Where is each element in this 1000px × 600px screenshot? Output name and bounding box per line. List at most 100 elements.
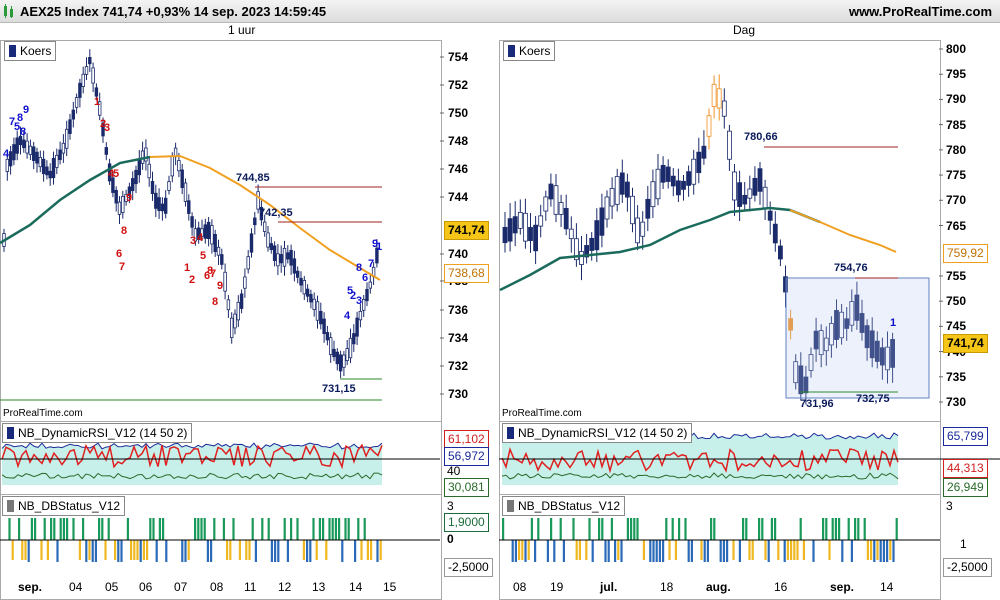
price-tick: 745 [946,319,967,334]
status-bar [357,518,360,540]
candle-body [548,183,554,200]
candle-body [533,224,538,252]
candle-body [854,294,860,321]
x-tick-label: aug. [706,580,731,594]
candle-body [358,311,363,321]
buy-count-label: 4 [344,310,351,322]
x-tick-label: 16 [774,580,788,594]
status-bar [870,540,873,560]
status-bar [344,518,347,540]
status-bar [21,540,24,560]
candle-body [874,340,880,362]
status-bar [91,540,94,562]
candle-body [206,221,211,239]
title-bar: AEX25 Index 741,74 +0,93% 14 sep. 2023 1… [0,0,1000,23]
status-bar [88,540,91,560]
price-tick: 752 [448,78,469,92]
status-bar [895,518,898,540]
candle-body [701,145,707,159]
price-tick: 732 [448,359,469,373]
status-bar [331,518,334,540]
candle-body [322,318,326,335]
buy-count-label: 8 [17,112,24,124]
right-rsi-value-2: 44,313 [943,459,988,478]
status-bar [194,518,197,540]
candle-body [180,169,184,189]
status-bar [550,518,553,540]
buy-count-label: 5 [347,285,354,297]
candle-body [635,217,640,244]
status-bar [59,518,62,540]
buy-count-label: 7 [9,116,16,128]
status-bar [72,518,75,540]
status-bar [322,518,325,540]
status-bar [738,540,741,562]
status-bar [66,518,69,540]
candle-body [107,163,112,182]
candle-body [150,181,155,194]
candle-body [844,318,850,329]
x-tick-label: 08 [210,580,224,594]
candle-body [22,139,26,149]
status-bar [534,540,537,562]
x-tick-label: sep. [830,580,855,594]
left-status-legend[interactable]: NB_DBStatus_V12 [2,496,126,516]
legend-swatch-icon [9,45,16,57]
status-bar [620,540,623,562]
status-bar [296,518,299,540]
status-bar [114,540,117,560]
candle-body [818,330,824,356]
legend-swatch-icon [7,427,14,439]
candle-body [599,207,605,236]
status-bar [751,540,754,560]
candle-body [213,233,217,253]
moving-average-line [0,155,151,245]
buy-count-label: 8 [20,126,27,138]
candle-body [299,277,303,286]
sell-count-label: 3 [190,235,197,247]
candle-body [84,66,89,75]
candle-body [262,221,267,232]
status-bar [521,540,524,560]
legend-swatch-icon [507,500,514,512]
candle-body [319,310,323,325]
status-bar [309,540,312,562]
right-rsi-legend[interactable]: NB_DynamicRSI_V12 (14 50 2) [502,423,693,443]
candle-body [256,191,260,210]
left-rsi-mid-tick: 40 [447,464,461,478]
candle-body [289,249,293,266]
status-bar [607,540,610,562]
status-bar [671,518,674,540]
candle-body [752,177,758,196]
left-price-legend[interactable]: Koers [4,41,57,61]
price-tick: 800 [946,42,967,56]
brand-link[interactable]: www.ProRealTime.com [848,4,992,19]
right-price-legend[interactable]: Koers [503,41,556,61]
status-bar [722,540,725,562]
status-bar [325,540,328,560]
range-box [785,277,930,399]
moving-average-line [789,209,897,253]
buy-count-label: 9 [372,238,379,250]
sell-count-label: 4 [108,168,115,180]
candle-body [721,100,727,117]
status-bar [290,518,293,540]
buy-count-label: 3 [356,295,363,307]
candle-body [61,142,66,154]
sell-count-label: 3 [104,122,111,134]
status-bar [24,540,27,560]
status-bar [882,540,885,562]
candle-body [558,202,564,215]
candle-body [767,210,773,221]
status-bar [838,518,841,540]
right-last-price-box: 741,74 [943,334,988,353]
status-bar [658,540,661,562]
status-bar [687,540,690,562]
status-bar [732,540,735,560]
status-bar [222,518,225,540]
left-rsi-legend[interactable]: NB_DynamicRSI_V12 (14 50 2) [2,423,193,443]
candle-body [292,258,297,274]
buy-count-label: 2 [350,290,357,302]
status-bar [155,540,158,562]
right-status-legend[interactable]: NB_DBStatus_V12 [502,496,626,516]
